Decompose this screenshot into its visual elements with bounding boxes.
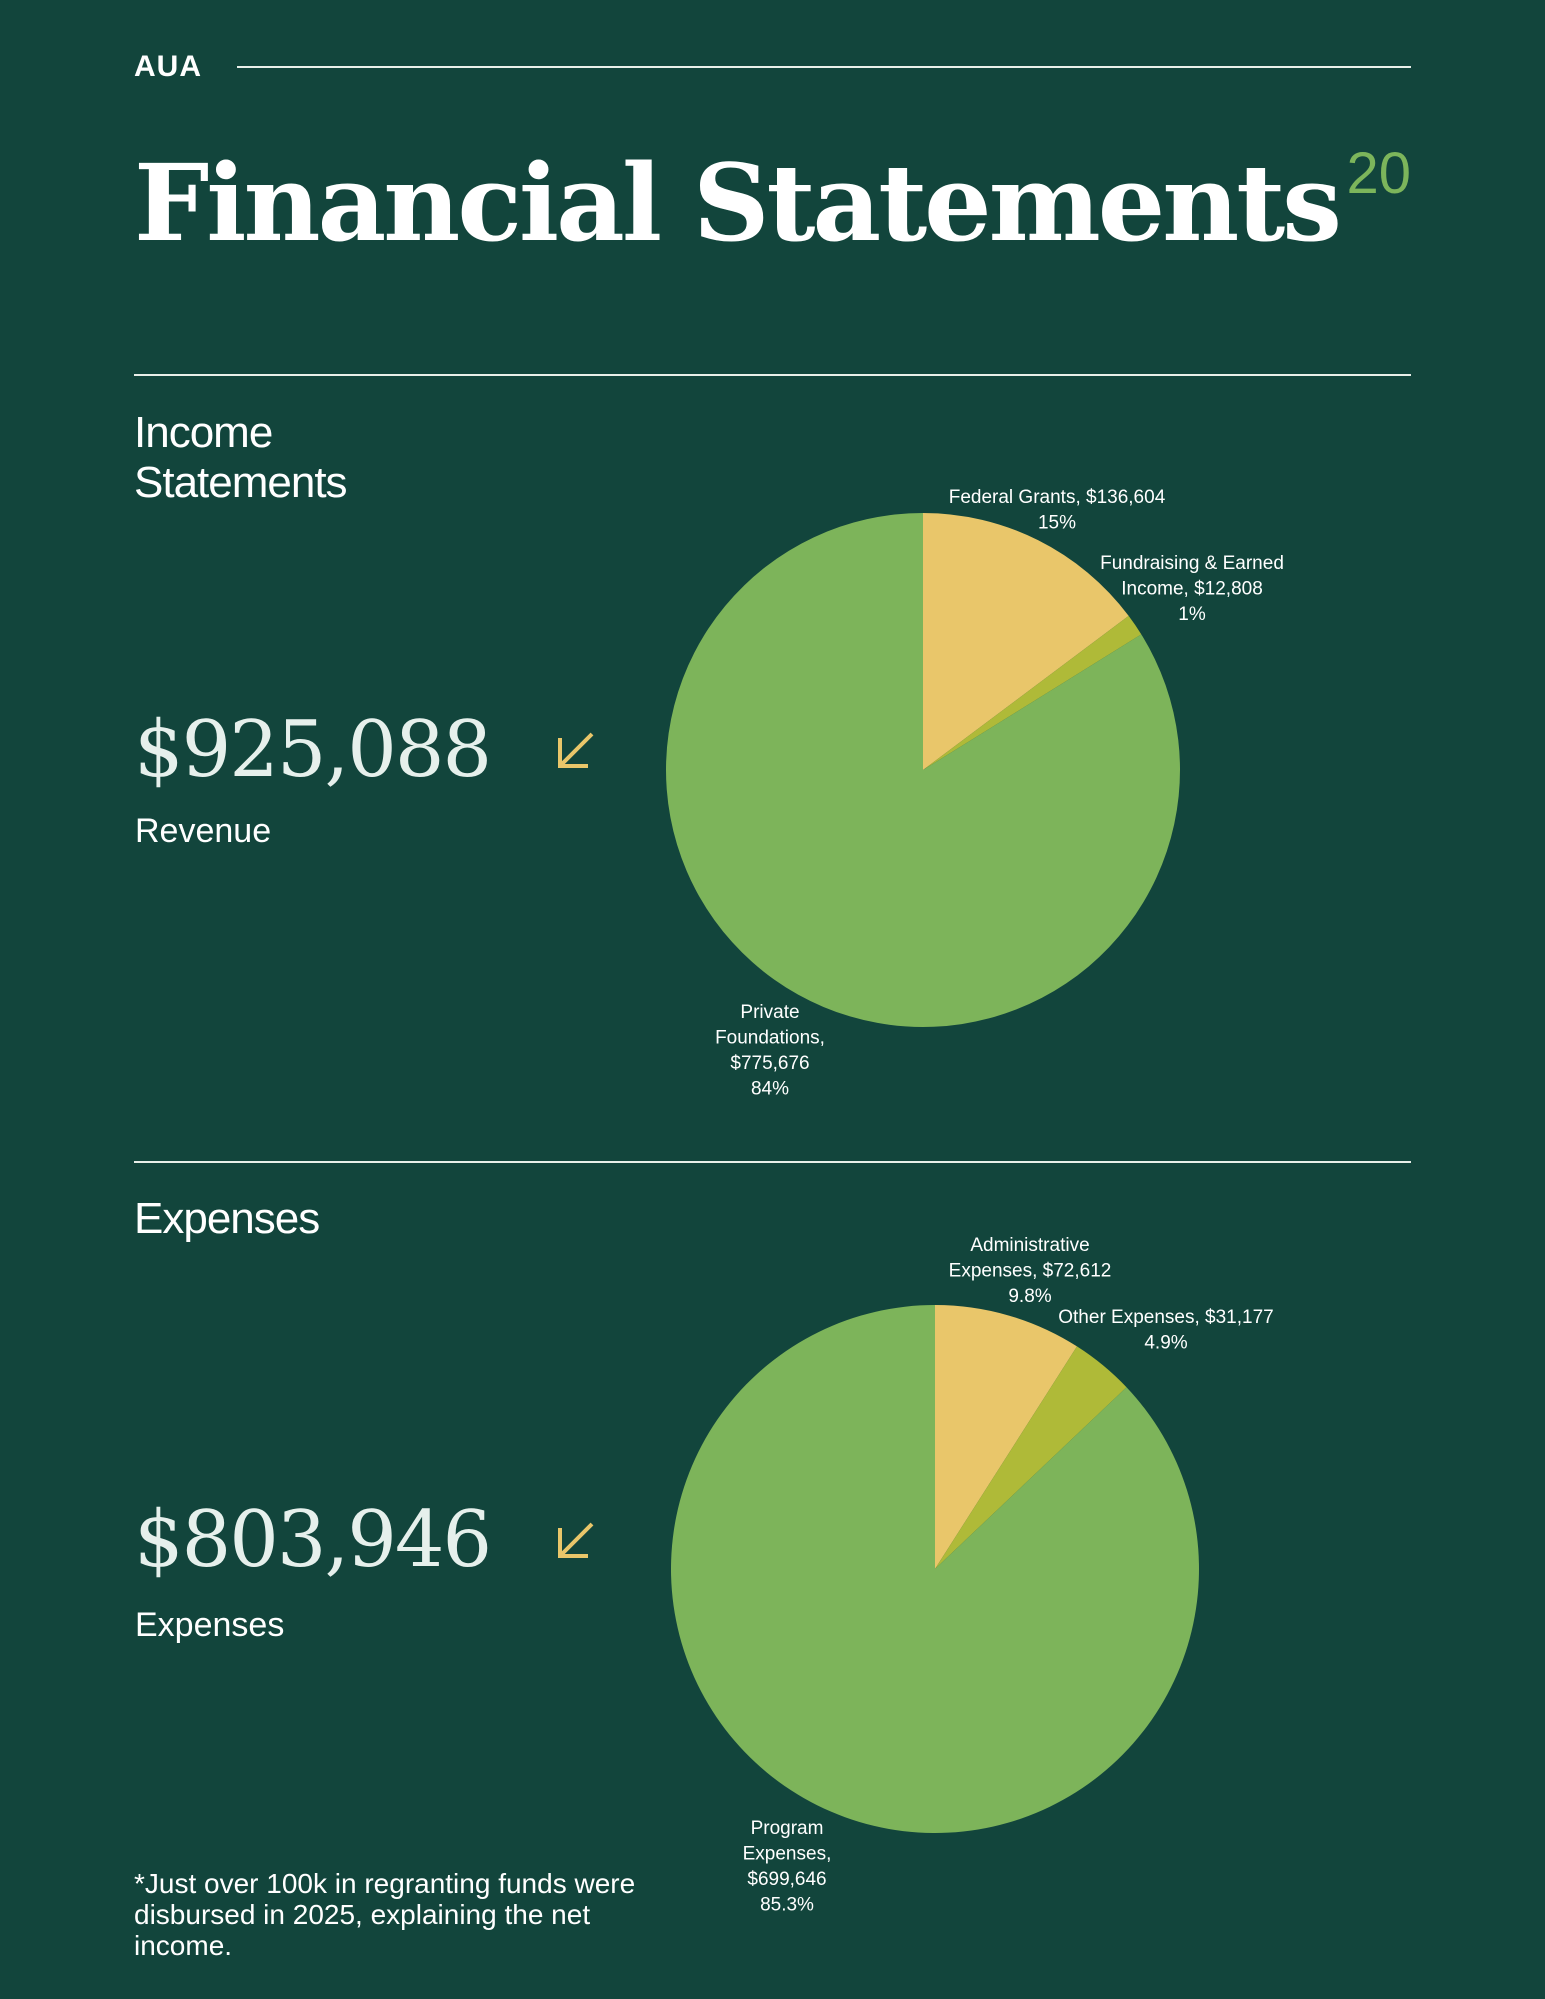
section-rule-income: [134, 374, 1411, 376]
income-pie-chart: Federal Grants, $136,604 15% Fundraising &…: [666, 487, 1284, 1100]
header-rule: [237, 66, 1411, 68]
arrow-down-left-icon: [558, 1522, 594, 1558]
income-heading-line2: Statements: [134, 458, 348, 507]
pie-slice-administrative-label: Administrative Expenses, $72,612 9.8%: [949, 1235, 1112, 1307]
pie-slice-federal-grants-label: Federal Grants, $136,604 15%: [949, 487, 1166, 534]
page-title: Financial Statements: [134, 140, 1342, 265]
revenue-total: $925,088: [134, 705, 492, 795]
pie-slice-program-expenses-label: Program Expenses, $699,646 85.3%: [743, 1818, 832, 1916]
pie-slice-private-foundations: [666, 513, 1180, 1027]
expenses-total: $803,946: [134, 1495, 492, 1585]
pie-slice-private-foundations-label: Private Foundations, $775,676 84%: [715, 1002, 825, 1100]
expenses-pie-chart: Administrative Expenses, $72,612 9.8%Other…: [670, 1235, 1274, 1916]
pie-slice-fundraising-label: Fundraising & Earned Income, $12,808 1%: [1100, 553, 1284, 625]
logo: AUA: [134, 50, 202, 84]
income-heading-line1: Income: [134, 408, 273, 457]
expenses-heading: Expenses: [134, 1194, 320, 1243]
pie-slice-other-expenses-label: Other Expenses, $31,177 4.9%: [1058, 1307, 1273, 1354]
pie-slice-fundraising: [923, 615, 1142, 770]
section-rule-expenses: [134, 1161, 1411, 1163]
pie-slice-other-expenses: [935, 1346, 1127, 1569]
footnote: *Just over 100k in regranting funds were…: [134, 1868, 636, 1961]
revenue-label: Revenue: [135, 812, 272, 850]
logo-text: AUA: [134, 50, 202, 83]
pie-slice-program-expenses: [670, 1305, 1199, 1833]
income-heading: Income Statements: [134, 408, 348, 508]
page-number: 20: [1346, 141, 1411, 206]
pie-slice-federal-grants: [923, 513, 1129, 770]
pie-slice-administrative: [935, 1305, 1077, 1569]
expenses-label: Expenses: [135, 1606, 285, 1644]
arrow-down-left-icon: [558, 732, 594, 768]
